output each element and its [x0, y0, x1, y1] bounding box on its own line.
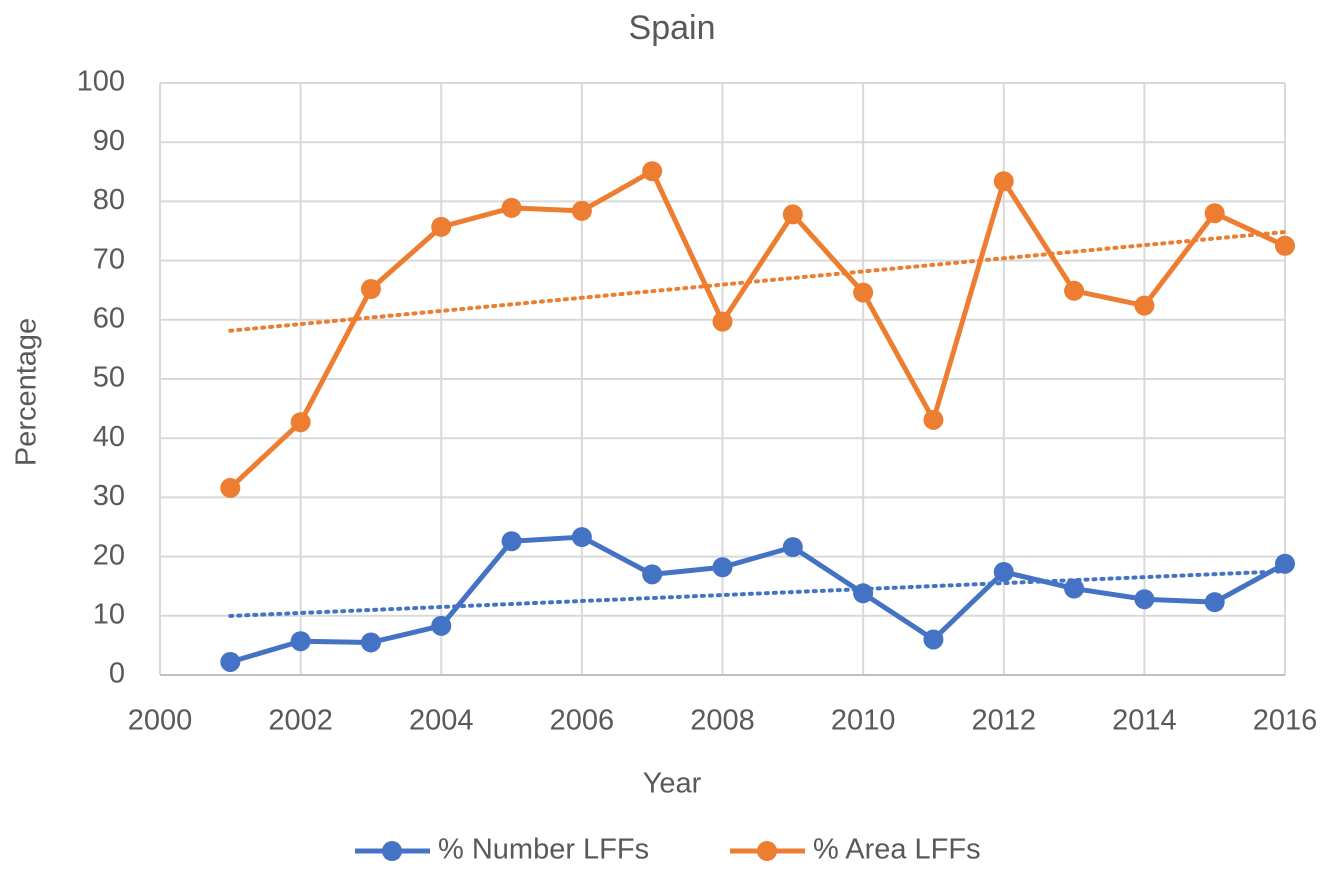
y-axis-label: Percentage	[11, 318, 43, 466]
data-point	[1204, 592, 1225, 613]
data-point	[1204, 203, 1225, 224]
y-tick-label: 40	[93, 421, 125, 453]
y-tick-label: 60	[93, 302, 125, 334]
data-point	[290, 631, 311, 652]
legend-marker	[382, 841, 402, 861]
x-tick-label: 2002	[268, 705, 333, 737]
data-point	[571, 527, 592, 548]
data-point	[501, 531, 522, 552]
y-tick-label: 80	[93, 184, 125, 216]
series-line	[228, 168, 1287, 490]
x-tick-label: 2010	[831, 705, 896, 737]
data-point	[1134, 295, 1155, 316]
trendline	[228, 229, 1287, 333]
data-point	[220, 477, 241, 498]
data-point	[642, 564, 663, 585]
data-point	[1064, 280, 1085, 301]
x-tick-label: 2014	[1112, 705, 1177, 737]
y-tick-label: 0	[109, 658, 125, 690]
data-point	[923, 409, 944, 430]
data-point	[431, 216, 452, 237]
x-tick-label: 2016	[1253, 705, 1318, 737]
data-point	[853, 282, 874, 303]
data-point	[853, 583, 874, 604]
trendline	[228, 569, 1287, 618]
y-tick-label: 20	[93, 539, 125, 571]
y-tick-label: 90	[93, 125, 125, 157]
data-point	[782, 537, 803, 558]
data-point	[712, 557, 733, 578]
data-point	[501, 197, 522, 218]
data-point	[993, 171, 1014, 192]
data-point	[1064, 578, 1085, 599]
data-point	[220, 651, 241, 672]
legend-label: % Number LFFs	[438, 834, 649, 866]
y-tick-label: 50	[93, 362, 125, 394]
data-point	[1134, 589, 1155, 610]
x-tick-label: 2006	[550, 705, 615, 737]
x-tick-label: 2000	[128, 705, 193, 737]
data-point	[993, 561, 1014, 582]
data-point	[923, 629, 944, 650]
y-tick-label: 10	[93, 598, 125, 630]
y-tick-label: 100	[77, 66, 125, 98]
y-tick-label: 30	[93, 480, 125, 512]
y-tick-label: 70	[93, 243, 125, 275]
legend-marker	[757, 841, 777, 861]
data-point	[712, 311, 733, 332]
x-axis-label: Year	[643, 768, 702, 800]
data-point	[571, 200, 592, 221]
data-point	[642, 161, 663, 182]
series-line	[229, 534, 1287, 665]
data-point	[290, 412, 311, 433]
chart-title: Spain	[629, 9, 716, 47]
data-point	[431, 615, 452, 636]
data-point	[360, 632, 381, 653]
x-tick-label: 2004	[409, 705, 474, 737]
data-point	[782, 204, 803, 225]
x-tick-label: 2008	[690, 705, 755, 737]
x-tick-label: 2012	[971, 705, 1036, 737]
data-point	[360, 279, 381, 300]
data-point	[1275, 235, 1295, 256]
legend-label: % Area LFFs	[813, 834, 981, 866]
data-point	[1275, 553, 1295, 574]
